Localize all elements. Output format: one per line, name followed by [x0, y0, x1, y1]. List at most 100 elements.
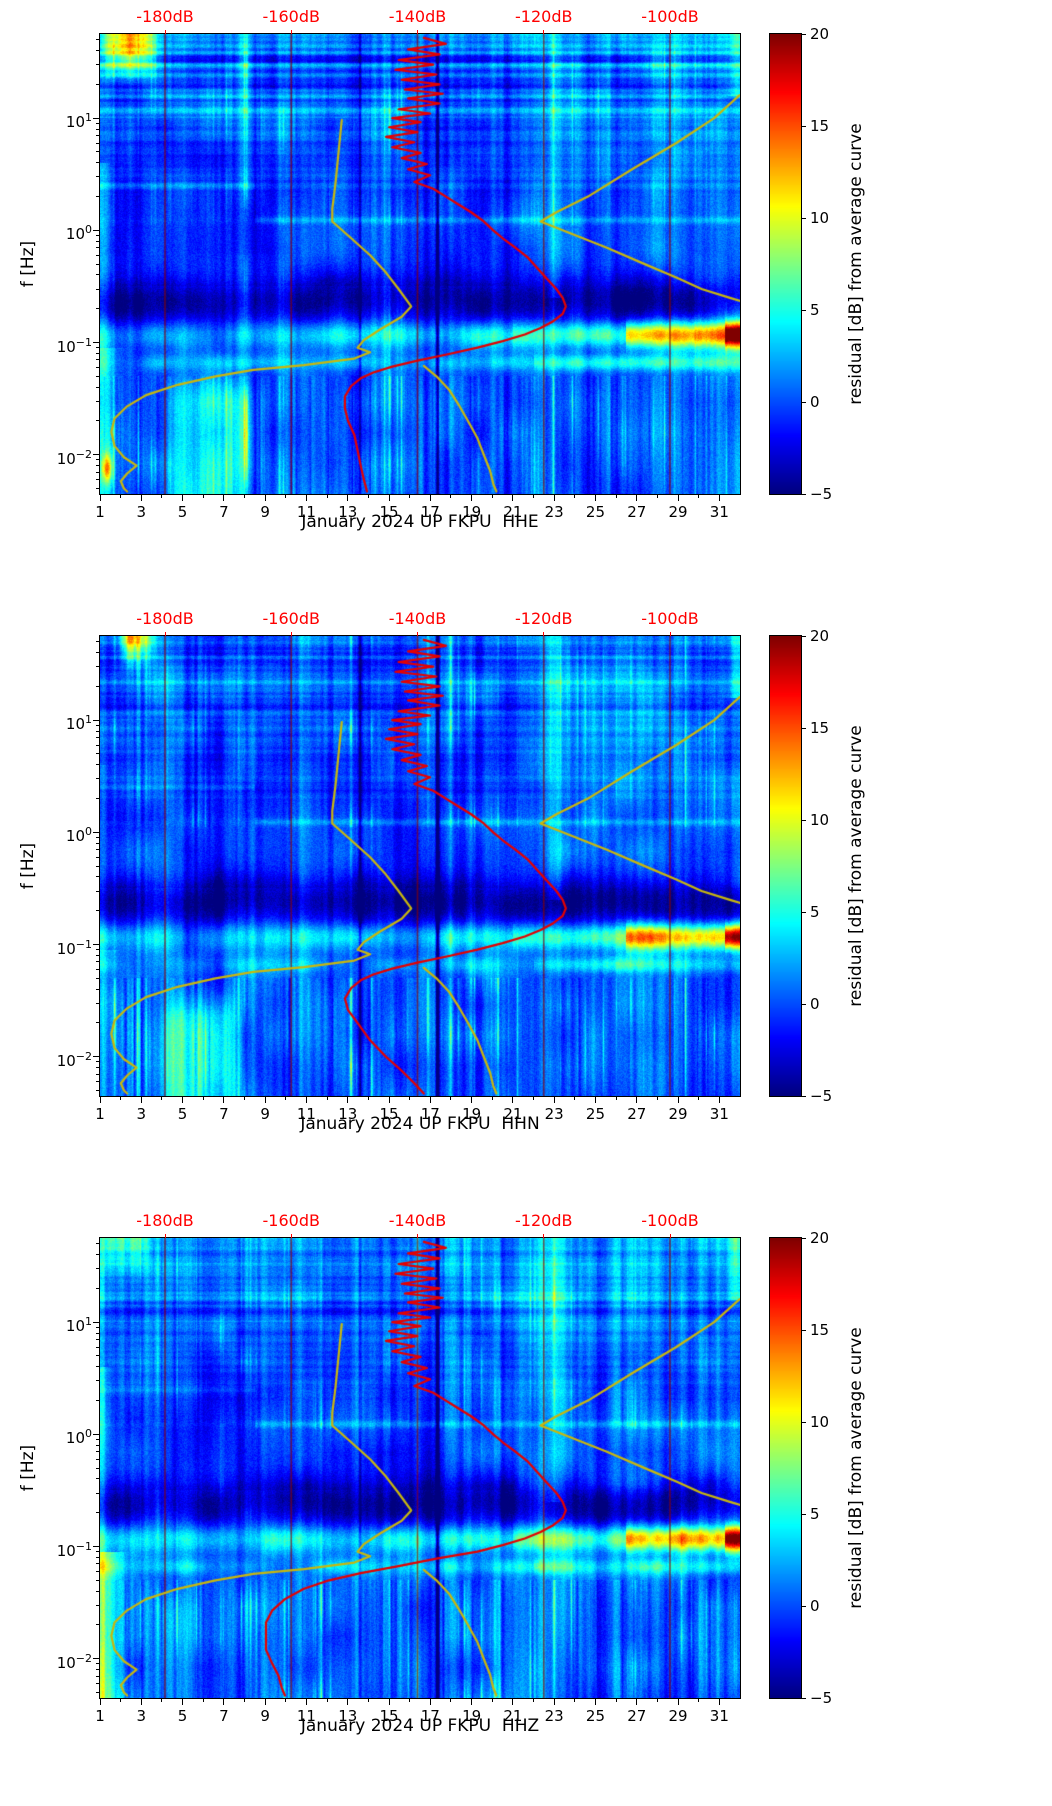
- y-minor-tick: [96, 263, 100, 265]
- y-tick-label: 10−1: [56, 1539, 92, 1560]
- colorbar-tick: [801, 727, 806, 729]
- top-axis-db-label: -160dB: [262, 7, 320, 26]
- x-major-tick: [388, 494, 390, 501]
- x-major-tick: [512, 1096, 514, 1103]
- y-minor-tick: [96, 1090, 100, 1091]
- x-major-tick: [553, 494, 555, 501]
- y-major-tick: [93, 831, 100, 833]
- y-minor-tick: [96, 386, 100, 388]
- colorbar-tick-label: −5: [810, 485, 833, 503]
- y-minor-tick: [96, 1061, 100, 1063]
- top-axis-db-label: -140dB: [388, 609, 447, 628]
- x-tick-label: 31: [709, 1105, 729, 1123]
- colorbar-tick-label: 5: [810, 903, 820, 921]
- panel-hhe: f [Hz] January 2024 UP FKPU HHE residual…: [0, 0, 1052, 602]
- y-minor-tick: [96, 488, 100, 489]
- x-minor-tick: [120, 1096, 122, 1100]
- top-axis-tick: [164, 632, 166, 636]
- y-minor-tick: [96, 1683, 100, 1685]
- x-tick-label: 27: [627, 1105, 647, 1123]
- top-axis-db-label: -180dB: [136, 7, 194, 26]
- y-minor-tick: [96, 347, 100, 349]
- x-tick-label: 13: [338, 503, 358, 521]
- x-minor-tick: [698, 494, 700, 498]
- y-minor-tick: [96, 240, 100, 242]
- y-minor-tick: [96, 1563, 100, 1565]
- x-minor-tick: [656, 1096, 658, 1100]
- x-tick-label: 23: [544, 1707, 564, 1725]
- x-major-tick: [140, 1698, 142, 1705]
- x-minor-tick: [120, 1698, 122, 1702]
- y-minor-tick: [96, 471, 100, 473]
- colorbar-tick-label: 10: [810, 1413, 830, 1431]
- top-axis-db-label: -160dB: [262, 1211, 320, 1230]
- y-minor-tick: [96, 1438, 100, 1440]
- y-minor-tick: [96, 196, 100, 198]
- y-minor-tick: [96, 1326, 100, 1328]
- x-minor-tick: [285, 494, 287, 498]
- x-major-tick: [429, 494, 431, 501]
- x-minor-tick: [202, 494, 204, 498]
- x-major-tick: [429, 1096, 431, 1103]
- y-minor-tick: [96, 288, 100, 290]
- x-major-tick: [718, 1698, 720, 1705]
- x-major-tick: [677, 1698, 679, 1705]
- y-tick-label: 101: [65, 1315, 92, 1336]
- top-axis-tick: [290, 1234, 292, 1238]
- x-tick-label: 7: [219, 1105, 229, 1123]
- x-major-tick: [594, 494, 596, 501]
- colorbar-tick-label: 20: [810, 627, 830, 645]
- x-major-tick: [594, 1698, 596, 1705]
- y-minor-tick: [96, 652, 100, 654]
- y-major-tick: [93, 1658, 100, 1660]
- y-minor-tick: [96, 465, 100, 467]
- y-minor-tick: [96, 666, 100, 668]
- top-axis-db-label: -140dB: [388, 7, 447, 26]
- x-major-tick: [471, 1096, 473, 1103]
- x-tick-label: 7: [219, 503, 229, 521]
- y-major-tick: [93, 1056, 100, 1058]
- x-tick-label: 3: [136, 1707, 147, 1725]
- y-minor-tick: [96, 954, 100, 956]
- x-minor-tick: [326, 494, 328, 498]
- colorbar-tick-label: 15: [810, 1321, 830, 1339]
- y-major-tick: [93, 1433, 100, 1435]
- x-tick-label: 13: [338, 1707, 358, 1725]
- x-tick-label: 9: [260, 503, 270, 521]
- x-major-tick: [594, 1096, 596, 1103]
- y-minor-tick: [96, 459, 100, 461]
- top-axis-db-label: -100dB: [641, 7, 699, 26]
- y-minor-tick: [96, 949, 100, 951]
- y-minor-tick: [96, 1458, 100, 1460]
- y-minor-tick: [96, 977, 100, 979]
- x-tick-label: 9: [260, 1707, 270, 1725]
- y-tick-label: 101: [65, 713, 92, 734]
- x-minor-tick: [574, 1096, 576, 1100]
- x-minor-tick: [326, 1096, 328, 1100]
- y-minor-tick: [96, 856, 100, 858]
- colorbar-tick-label: 0: [810, 1597, 820, 1615]
- x-tick-label: 27: [627, 503, 647, 521]
- y-minor-tick: [96, 1675, 100, 1677]
- x-major-tick: [264, 494, 266, 501]
- y-tick-label: 100: [65, 223, 92, 244]
- top-axis-tick: [543, 1234, 545, 1238]
- y-minor-tick: [96, 641, 100, 643]
- y-minor-tick: [96, 685, 100, 687]
- y-minor-tick: [96, 162, 100, 164]
- colorbar-tick: [801, 1237, 806, 1239]
- x-minor-tick: [450, 494, 452, 498]
- x-major-tick: [182, 1096, 184, 1103]
- y-minor-tick: [96, 1022, 100, 1024]
- y-minor-tick: [96, 1400, 100, 1402]
- y-minor-tick: [96, 128, 100, 130]
- y-minor-tick: [96, 1332, 100, 1334]
- y-minor-tick: [96, 1624, 100, 1626]
- y-minor-tick: [96, 64, 100, 66]
- x-tick-label: 31: [709, 1707, 729, 1725]
- x-minor-tick: [120, 494, 122, 498]
- colorbar-tick: [801, 125, 806, 127]
- colorbar-tick: [801, 1421, 806, 1423]
- x-tick-label: 5: [177, 1105, 188, 1123]
- x-axis-title: January 2024 UP FKPU HHE: [301, 512, 539, 532]
